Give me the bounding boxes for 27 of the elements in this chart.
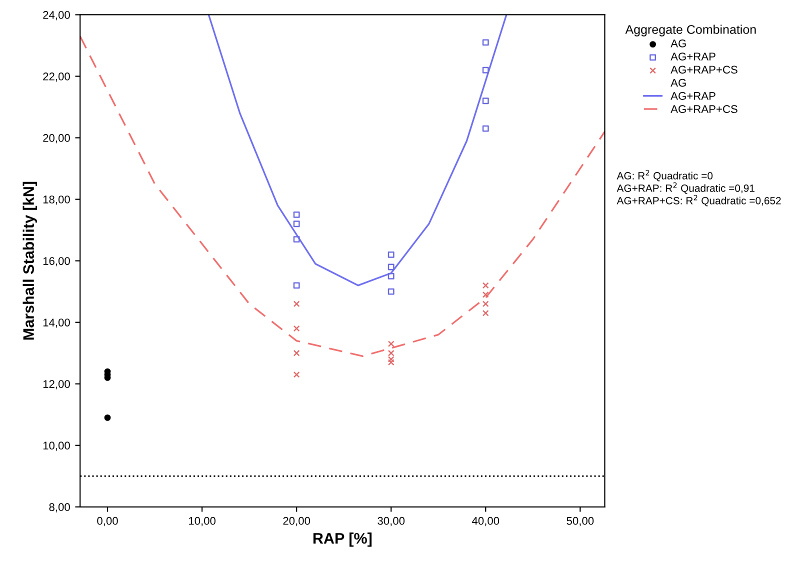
y-tick-label: 22,00: [43, 72, 70, 82]
x-tick-label: 20,00: [283, 516, 310, 526]
y-tick-label: 20,00: [43, 134, 70, 144]
legend-label: AG+RAP+CS: [670, 66, 738, 74]
y-tick-label: 16,00: [43, 257, 70, 266]
x-tick-label: 0,00: [97, 516, 118, 526]
text: AG: R$^{2}$ Quadratic =0: [616, 170, 713, 182]
y-tick-label: 14,00: [43, 318, 70, 328]
x-axis-title: RAP [%]: [313, 532, 372, 547]
text: AG+RAP: R$^{2}$ Quadratic =0,91: [616, 182, 754, 194]
text: AG+RAP+CS: R$^{2}$ Quadratic =0,652: [616, 194, 781, 206]
legend-label: AG+RAP+CS: [670, 105, 738, 114]
text: AG: [670, 78, 686, 87]
legend-title: Aggregate Combination: [625, 24, 756, 36]
y-tick-label: 10,00: [43, 442, 70, 451]
y-axis-title: Marshall Stability [kN]: [22, 182, 38, 340]
legend-label: AG+RAP: [670, 52, 716, 60]
legend-label: AG+RAP: [670, 92, 716, 100]
y-tick-label: 24,00: [43, 11, 70, 20]
legend-label: AG: [670, 39, 686, 48]
x-tick-label: 30,00: [378, 516, 405, 526]
y-tick-label: 12,00: [43, 380, 70, 390]
y-tick-label: 18,00: [43, 196, 70, 205]
x-tick-label: 50,00: [566, 516, 594, 526]
x-tick-label: 40,00: [472, 516, 500, 526]
x-tick-label: 10,00: [188, 516, 216, 526]
y-tick-label: 8,00: [49, 503, 70, 512]
